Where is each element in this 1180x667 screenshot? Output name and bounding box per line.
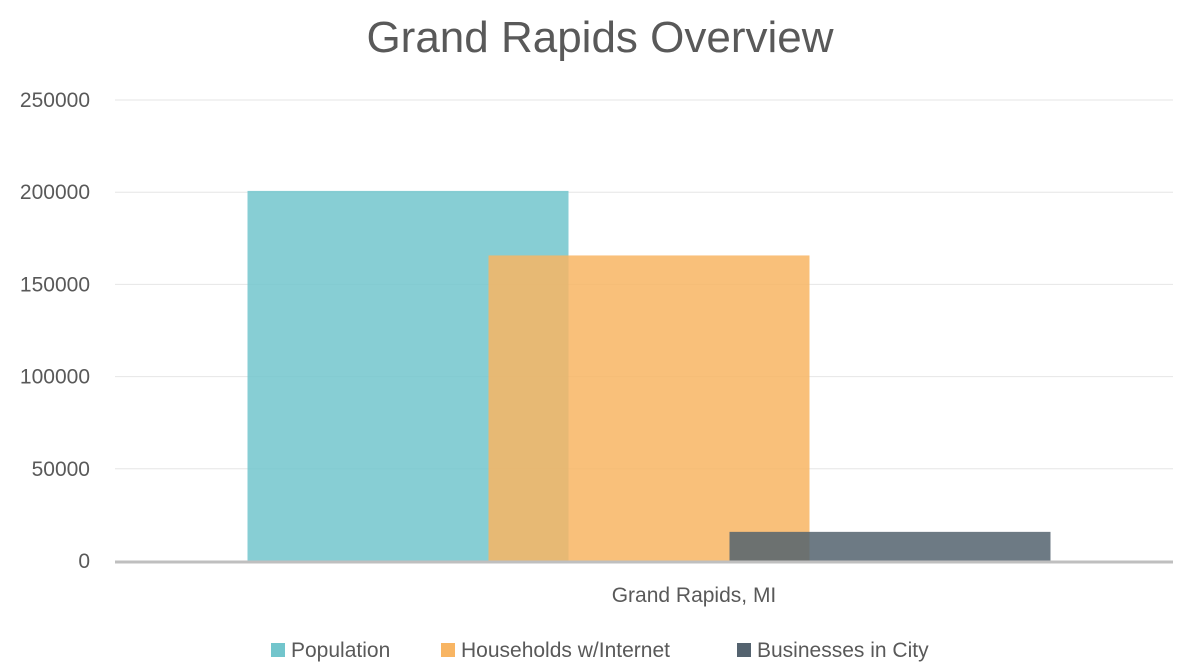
x-category-label: Grand Rapids, MI bbox=[612, 584, 777, 607]
y-axis-tick-labels: 0 50000 100000 150000 200000 250000 bbox=[20, 89, 90, 573]
x-axis-category-labels: Grand Rapids, MI bbox=[612, 584, 777, 607]
legend-label: Households w/Internet bbox=[461, 639, 670, 662]
y-tick-label: 250000 bbox=[20, 89, 90, 112]
bar-businesses-in-city bbox=[729, 531, 1051, 561]
legend-item: Businesses in City bbox=[737, 639, 929, 662]
legend-swatch bbox=[271, 643, 285, 657]
y-tick-label: 100000 bbox=[20, 366, 90, 389]
legend-swatch bbox=[441, 643, 455, 657]
bar-households-w-internet bbox=[488, 255, 810, 561]
bars bbox=[247, 190, 1051, 562]
legend-label: Businesses in City bbox=[757, 639, 929, 662]
y-tick-label: 0 bbox=[78, 550, 90, 573]
y-tick-label: 200000 bbox=[20, 181, 90, 204]
y-tick-label: 150000 bbox=[20, 273, 90, 296]
chart-title: Grand Rapids Overview bbox=[366, 13, 833, 62]
legend: Population Households w/Internet Businesse… bbox=[271, 639, 929, 662]
legend-item: Population bbox=[271, 639, 390, 662]
legend-item: Households w/Internet bbox=[441, 639, 670, 662]
legend-label: Population bbox=[291, 639, 390, 662]
y-tick-label: 50000 bbox=[32, 458, 90, 481]
legend-swatch bbox=[737, 643, 751, 657]
